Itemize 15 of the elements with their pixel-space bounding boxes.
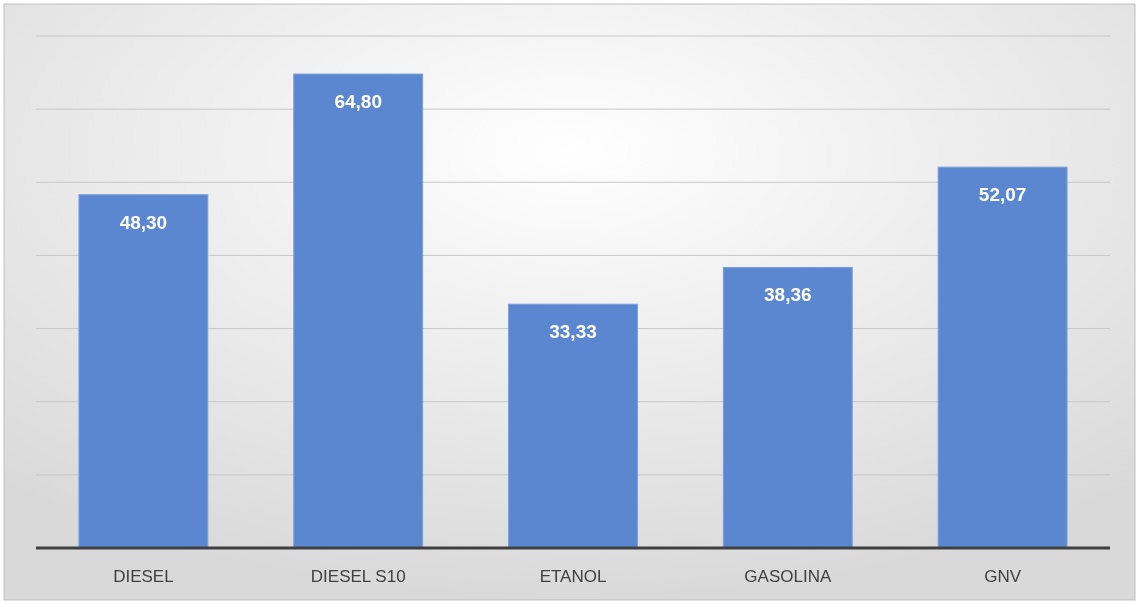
- x-tick-label: GASOLINA: [744, 567, 832, 587]
- data-label: 38,36: [764, 284, 812, 306]
- bar: [508, 303, 638, 549]
- x-tick-label: DIESEL: [113, 567, 174, 587]
- data-label: 64,80: [334, 91, 382, 113]
- bar: [937, 166, 1068, 549]
- x-tick-label: GNV: [984, 567, 1022, 587]
- x-tick-label: ETANOL: [539, 567, 607, 587]
- data-label: 33,33: [549, 321, 597, 343]
- bar: [722, 266, 853, 549]
- bar: [78, 194, 209, 549]
- x-tick-label: DIESEL S10: [310, 567, 406, 587]
- data-label: 48,30: [119, 211, 168, 233]
- data-label: 52,07: [978, 184, 1027, 206]
- bar: [293, 73, 424, 549]
